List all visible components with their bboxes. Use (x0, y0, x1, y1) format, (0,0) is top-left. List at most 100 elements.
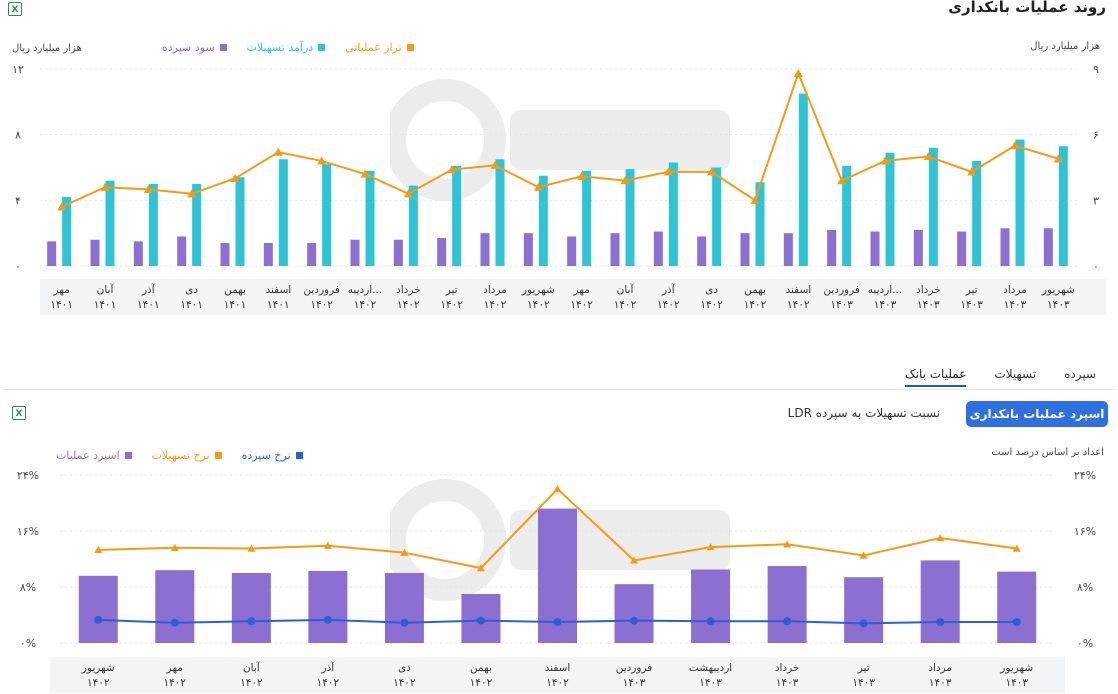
excel-export-icon[interactable]: X (12, 406, 26, 420)
point-deposit-rate (706, 617, 715, 626)
point-operating-balance (837, 176, 847, 185)
point-loan-rate (936, 534, 945, 542)
bar-deposit-interest (263, 243, 273, 266)
x-axis-band (50, 657, 1065, 693)
point-loan-rate (400, 548, 409, 556)
x-tick-year: ۱۴۰۲ (440, 299, 463, 311)
bar-loan-income (712, 167, 722, 266)
y-tick-right: ۲۴% (1074, 469, 1096, 482)
x-tick-month: تیر (445, 284, 458, 296)
x-tick-month: تیر (965, 284, 978, 296)
chart2-svg: ۰% ۸% ۱۶% ۲۴% ۰% ۸% ۱۶% ۲۴% شهریور ۱۴۰۲ مهر ۱۴۰۲ آبا… (17, 469, 1096, 693)
legend-item-loan-income[interactable]: درآمد تسهیلات (247, 41, 326, 54)
legend-item-operating-spread[interactable]: اسپرد عملیات (56, 449, 132, 462)
legend-item-deposit-rate[interactable]: نرخ سپرده (242, 449, 303, 462)
x-tick-year: ۱۴۰۱ (267, 299, 290, 311)
y-tick-left: ۸% (20, 581, 36, 594)
bar-deposit-interest (133, 241, 143, 266)
bar-operating-spread (155, 570, 195, 643)
x-tick-month: اردیبه... (348, 284, 382, 296)
bar-loan-income (105, 180, 115, 266)
x-tick-year: ۱۴۰۱ (94, 299, 117, 311)
bar-deposit-interest (957, 231, 967, 266)
x-tick-month: فروردین (616, 662, 653, 674)
x-tick-year: ۱۴۰۲ (317, 677, 340, 689)
ldr-ratio-button[interactable]: نسبت تسهیلات به سپرده LDR (787, 406, 940, 420)
operating-spread-button[interactable]: اسپرد عملیات بانکداری (966, 401, 1108, 427)
point-loan-rate (247, 544, 256, 552)
x-tick-year: ۱۴۰۲ (527, 299, 550, 311)
x-tick-month: خرداد (775, 662, 800, 674)
point-operating-balance (1010, 141, 1020, 150)
x-tick-year: ۱۴۰۱ (224, 299, 247, 311)
point-deposit-rate (323, 615, 332, 624)
point-operating-balance (880, 156, 890, 165)
bar-loan-income (885, 152, 895, 266)
bar-deposit-interest (220, 243, 230, 266)
legend-item-operating-balance[interactable]: تراز عملیاتی (345, 41, 414, 54)
point-operating-balance (750, 195, 760, 204)
bar-deposit-interest (567, 236, 577, 266)
point-deposit-rate (553, 618, 562, 626)
x-tick-month: اردیبه... (868, 284, 902, 296)
point-operating-balance (57, 202, 67, 211)
tab-deposits[interactable]: سپرده (1064, 367, 1096, 381)
x-tick-year: ۱۴۰۳ (1005, 677, 1028, 689)
bar-deposit-interest (1000, 228, 1010, 266)
bar-loan-income (582, 170, 592, 266)
bar-loan-income (192, 183, 202, 266)
x-tick-year: ۱۴۰۲ (397, 299, 420, 311)
y-tick-right: ۳ (1093, 194, 1099, 207)
point-loan-rate (1012, 544, 1021, 552)
bar-loan-income (842, 165, 852, 266)
x-tick-month: آذر (661, 283, 676, 296)
bar-loan-income (62, 197, 72, 266)
point-operating-balance (1053, 154, 1063, 163)
bar-deposit-interest (350, 239, 360, 266)
point-operating-balance (360, 169, 370, 178)
y-tick-left: ۱۶% (17, 525, 39, 538)
legend-label: نرخ تسهیلات (151, 449, 210, 462)
x-tick-year: ۱۴۰۲ (310, 299, 333, 311)
point-deposit-rate (476, 616, 485, 625)
point-loan-rate (323, 541, 332, 549)
x-tick-month: بهمن (470, 662, 492, 674)
legend-item-deposit-interest[interactable]: سود سپرده (162, 41, 227, 54)
excel-export-icon[interactable]: X (8, 2, 22, 16)
point-deposit-rate (400, 618, 409, 627)
legend-item-loan-rate[interactable]: نرخ تسهیلات (152, 449, 222, 462)
tab-loans[interactable]: تسهیلات (994, 367, 1037, 381)
point-loan-rate (859, 551, 868, 559)
point-operating-balance (490, 160, 500, 169)
x-tick-year: ۱۴۰۳ (830, 299, 853, 311)
point-operating-balance (273, 147, 283, 156)
point-deposit-rate (783, 617, 792, 626)
x-tick-year: ۱۴۰۳ (929, 677, 952, 689)
x-tick-month: آبان (617, 283, 635, 296)
chart1-legend: تراز عملیاتی درآمد تسهیلات سود سپرده (162, 41, 414, 54)
bar-deposit-interest (653, 231, 663, 266)
bar-loan-income (928, 147, 938, 266)
x-tick-year: ۱۴۰۲ (87, 677, 110, 689)
point-deposit-rate (1012, 618, 1021, 626)
point-loan-rate (630, 556, 639, 564)
x-tick-month: شهریور (521, 284, 555, 296)
bar-operating-spread (614, 584, 654, 643)
bar-loan-income (365, 170, 375, 266)
x-tick-month: مهر (166, 662, 183, 674)
x-tick-year: ۱۴۰۱ (180, 299, 203, 311)
x-tick-year: ۱۴۰۲ (570, 299, 593, 311)
x-axis-band (40, 279, 1106, 315)
x-tick-year: ۱۴۰۲ (546, 677, 569, 689)
bar-deposit-interest (913, 229, 923, 266)
x-tick-month: آبان (243, 661, 261, 674)
x-tick-year: ۱۴۰۳ (874, 299, 897, 311)
bar-loan-income (1058, 146, 1068, 266)
tab-bank-operations[interactable]: عملیات بانک (904, 367, 967, 387)
y-tick-left: ۲۴% (17, 469, 39, 482)
point-loan-rate (553, 485, 562, 493)
x-tick-month: مرداد (1003, 284, 1027, 296)
point-operating-balance (100, 182, 110, 191)
x-tick-year: ۱۴۰۲ (657, 299, 680, 311)
bar-deposit-interest (740, 233, 750, 266)
